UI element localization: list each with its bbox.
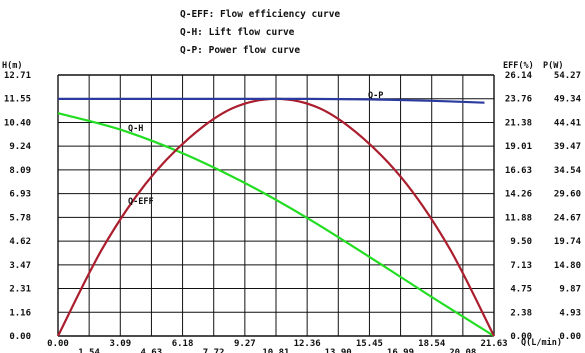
- h-tick-label: 3.47: [9, 261, 31, 271]
- flow-tick-label: 20.08: [449, 348, 476, 353]
- power-tick-label: 24.67: [554, 213, 581, 223]
- flow-axis-ticks: 0.00 3.09 6.18 9.27 12.36 15.45 18.54 21.63 1.54…: [47, 339, 507, 353]
- h-axis-title: H(m): [2, 61, 22, 71]
- legend-entry-eff: Q-EFF: Flow efficiency curve: [180, 9, 340, 20]
- flow-tick-label: 18.54: [418, 339, 446, 349]
- h-tick-label: 6.93: [9, 190, 31, 200]
- eff-tick-label: 9.50: [510, 237, 532, 247]
- power-tick-label: 39.47: [554, 142, 581, 152]
- legend: Q-EFF: Flow efficiency curve Q-H: Lift f…: [180, 9, 340, 56]
- flow-axis-title: Q(L/min): [521, 337, 562, 348]
- power-tick-label: 4.93: [559, 308, 581, 318]
- power-tick-label: 49.34: [554, 95, 582, 105]
- power-axis-title: P(W): [543, 61, 563, 71]
- eff-axis-ticks: 26.14 23.76 21.38 19.01 16.63 14.26 11.88 9.50 7…: [505, 71, 533, 342]
- eff-tick-label: 14.26: [505, 190, 532, 200]
- h-axis-ticks: 12.71 11.55 10.40 9.24 8.09 6.93 5.78 4.62 3.47 2…: [4, 71, 32, 342]
- power-tick-label: 34.54: [554, 166, 582, 176]
- curve-label-h: Q-H: [128, 124, 143, 134]
- flow-tick-label: 10.81: [262, 348, 289, 353]
- power-tick-label: 54.27: [554, 71, 581, 81]
- eff-tick-label: 11.88: [505, 213, 532, 223]
- flow-tick-label: 12.36: [294, 339, 321, 349]
- h-tick-label: 0.00: [9, 332, 31, 342]
- eff-tick-label: 7.13: [510, 261, 532, 271]
- power-tick-label: 0.00: [559, 332, 581, 342]
- eff-tick-label: 19.01: [505, 142, 532, 152]
- curves: [57, 97, 495, 337]
- eff-tick-label: 16.63: [505, 166, 532, 176]
- power-tick-label: 44.41: [554, 118, 581, 128]
- h-tick-label: 10.40: [4, 118, 31, 128]
- legend-entry-h: Q-H: Lift flow curve: [180, 27, 295, 38]
- grid: [57, 74, 495, 337]
- flow-tick-label: 4.63: [140, 348, 162, 353]
- eff-tick-label: 26.14: [505, 71, 533, 81]
- power-tick-label: 19.74: [554, 237, 582, 247]
- flow-tick-label: 6.18: [172, 339, 194, 349]
- h-tick-label: 11.55: [4, 95, 31, 105]
- h-tick-label: 1.16: [9, 308, 31, 318]
- flow-tick-label: 16.99: [387, 348, 414, 353]
- power-tick-label: 9.87: [559, 285, 581, 295]
- series-line-q-h: [57, 112, 495, 337]
- h-tick-label: 12.71: [4, 71, 31, 81]
- series-line-q-p: [58, 97, 485, 104]
- h-tick-label: 5.78: [9, 213, 31, 223]
- curve-label-eff: Q-EFF: [128, 197, 154, 207]
- flow-tick-label: 0.00: [47, 339, 69, 349]
- power-axis-ticks: 54.27 49.34 44.41 39.47 34.54 29.60 24.67 19.74…: [554, 71, 582, 342]
- eff-tick-label: 2.38: [510, 308, 532, 318]
- eff-tick-label: 23.76: [505, 95, 532, 105]
- power-tick-label: 14.80: [554, 261, 581, 271]
- legend-entry-p: Q-P: Power flow curve: [180, 45, 300, 56]
- flow-tick-label: 7.72: [203, 348, 225, 353]
- flow-tick-label: 15.45: [356, 339, 383, 349]
- eff-tick-label: 0.00: [510, 332, 532, 342]
- h-tick-label: 2.31: [9, 285, 31, 295]
- power-tick-label: 29.60: [554, 190, 581, 200]
- h-tick-label: 4.62: [9, 237, 31, 247]
- flow-tick-label: 13.90: [325, 348, 352, 353]
- flow-tick-label: 9.27: [234, 339, 256, 349]
- flow-tick-label: 21.63: [480, 339, 507, 349]
- h-tick-label: 8.09: [9, 166, 31, 176]
- eff-axis-title: EFF(%): [503, 61, 534, 71]
- eff-tick-label: 21.38: [505, 118, 532, 128]
- h-tick-label: 9.24: [9, 142, 31, 152]
- flow-tick-label: 3.09: [109, 339, 131, 349]
- flow-tick-label: 1.54: [78, 348, 100, 353]
- eff-tick-label: 4.75: [510, 285, 532, 295]
- curve-label-p: Q-P: [368, 91, 383, 101]
